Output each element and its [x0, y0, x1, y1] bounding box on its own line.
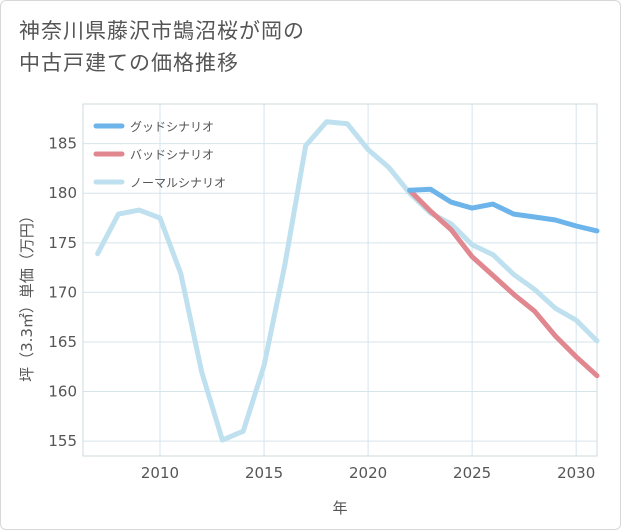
series-line-0: [407, 186, 600, 234]
x-tick-label: 2030: [557, 464, 595, 482]
y-tick-label: 155: [48, 432, 77, 450]
y-tick-label: 185: [48, 135, 77, 153]
chart-title: 神奈川県藤沢市鵠沼桜が岡の 中古戸建ての価格推移: [19, 15, 439, 79]
series-line-1: [407, 187, 600, 379]
x-tick-label: 2025: [453, 464, 491, 482]
y-axis-label: 坪（3.3㎡）単価（万円）: [18, 208, 36, 382]
series-lines: [95, 119, 600, 443]
y-tick-label: 165: [48, 333, 77, 351]
axis-ticks: 2010 2015 2020 2025 2030 155 160 165 170 175 180 18…: [48, 135, 595, 482]
y-tick-label: 175: [48, 234, 77, 252]
chart-title-line1: 神奈川県藤沢市鵠沼桜が岡の: [19, 19, 305, 43]
x-tick-label: 2015: [245, 464, 283, 482]
grid: [83, 104, 597, 456]
legend-label-0: グッドシナリオ: [130, 120, 214, 134]
y-tick-label: 180: [48, 184, 77, 202]
legend-label-1: バッドシナリオ: [130, 148, 214, 162]
series-line-2: [95, 119, 600, 443]
x-axis-label: 年: [332, 499, 347, 517]
chart-title-line2: 中古戸建ての価格推移: [19, 51, 239, 75]
legend-label-2: ノーマルシナリオ: [130, 176, 226, 190]
y-tick-label: 170: [48, 283, 77, 301]
x-tick-label: 2020: [349, 464, 387, 482]
y-tick-label: 160: [48, 383, 77, 401]
x-tick-label: 2010: [141, 464, 179, 482]
plot-border: [82, 103, 598, 457]
